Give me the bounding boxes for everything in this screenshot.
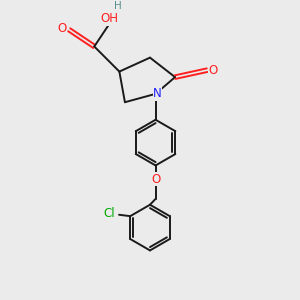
Text: H: H bbox=[114, 1, 122, 10]
Text: O: O bbox=[208, 64, 218, 77]
Text: O: O bbox=[58, 22, 67, 35]
Text: O: O bbox=[151, 173, 160, 186]
Text: Cl: Cl bbox=[103, 207, 115, 220]
Text: N: N bbox=[153, 87, 162, 101]
Text: OH: OH bbox=[100, 12, 118, 25]
